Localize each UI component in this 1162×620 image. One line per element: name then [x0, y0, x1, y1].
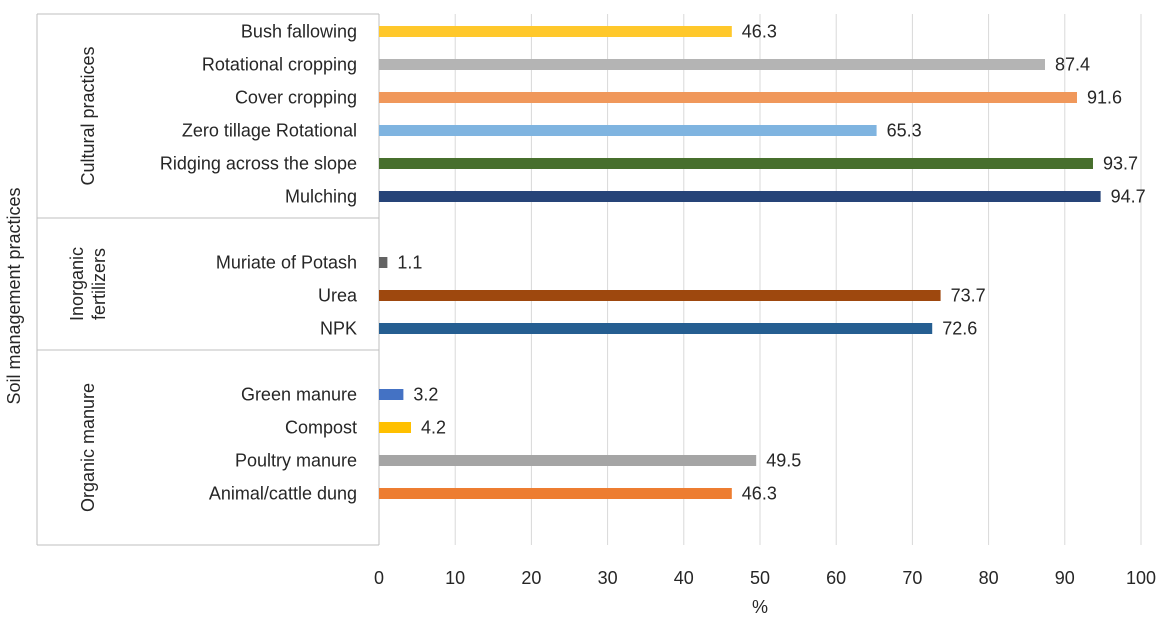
data-label: 65.3: [887, 121, 922, 141]
data-label: 91.6: [1087, 88, 1122, 108]
data-label: 72.6: [942, 319, 977, 339]
category-label: Bush fallowing: [241, 22, 357, 42]
data-label: 49.5: [766, 451, 801, 471]
group-label-line: fertilizers: [89, 248, 109, 320]
data-label: 93.7: [1103, 154, 1138, 174]
x-tick-label: 30: [598, 568, 618, 588]
category-label: NPK: [320, 319, 357, 339]
group-label-line: Inorganic: [67, 247, 87, 321]
bars: [379, 26, 1101, 499]
category-label: Animal/cattle dung: [209, 484, 357, 504]
bar: [379, 323, 933, 334]
category-label: Zero tillage Rotational: [182, 121, 357, 141]
x-tick-label: 80: [979, 568, 999, 588]
group-label-line: Cultural practices: [78, 46, 98, 185]
labels: 0 10 20 30 40 50 60 70 80 90 100 Bush fallowing 46.3…: [67, 22, 1156, 589]
x-tick-label: 20: [521, 568, 541, 588]
data-label: 46.3: [742, 22, 777, 42]
category-label: Rotational cropping: [202, 55, 357, 75]
bar: [379, 290, 941, 301]
bar: [379, 92, 1077, 103]
category-label: Ridging across the slope: [160, 154, 357, 174]
x-tick-label: 60: [826, 568, 846, 588]
category-label: Poultry manure: [235, 451, 357, 471]
group-label: Cultural practices: [78, 46, 98, 185]
x-tick-label: 40: [674, 568, 694, 588]
category-label: Mulching: [285, 187, 357, 207]
x-tick-label: 50: [750, 568, 770, 588]
x-tick-label: 10: [445, 568, 465, 588]
x-tick-label: 0: [374, 568, 384, 588]
bar: [379, 257, 388, 268]
bar: [379, 422, 412, 433]
bar: [379, 59, 1045, 70]
y-axis-title: Soil management practices: [4, 187, 24, 404]
bar: [379, 488, 732, 499]
data-label: 46.3: [742, 484, 777, 504]
bar: [379, 455, 757, 466]
data-label: 3.2: [413, 385, 438, 405]
data-label: 4.2: [421, 418, 446, 438]
data-label: 94.7: [1111, 187, 1146, 207]
data-label: 73.7: [951, 286, 986, 306]
category-label: Muriate of Potash: [216, 253, 357, 273]
data-label: 1.1: [397, 253, 422, 273]
bar: [379, 389, 404, 400]
bar: [379, 191, 1101, 202]
bar: [379, 158, 1093, 169]
bar: [379, 26, 732, 37]
x-tick-label: 70: [902, 568, 922, 588]
group-label: Inorganic fertilizers: [67, 247, 109, 321]
x-tick-label: 100: [1126, 568, 1156, 588]
x-tick-label: 90: [1055, 568, 1075, 588]
category-label: Green manure: [241, 385, 357, 405]
group-label-line: Organic manure: [78, 383, 98, 512]
x-axis-title: %: [752, 597, 768, 617]
group-label: Organic manure: [78, 383, 98, 512]
bar: [379, 125, 877, 136]
category-label: Compost: [285, 418, 357, 438]
data-label: 87.4: [1055, 55, 1090, 75]
category-label: Urea: [318, 286, 358, 306]
category-label: Cover cropping: [235, 88, 357, 108]
